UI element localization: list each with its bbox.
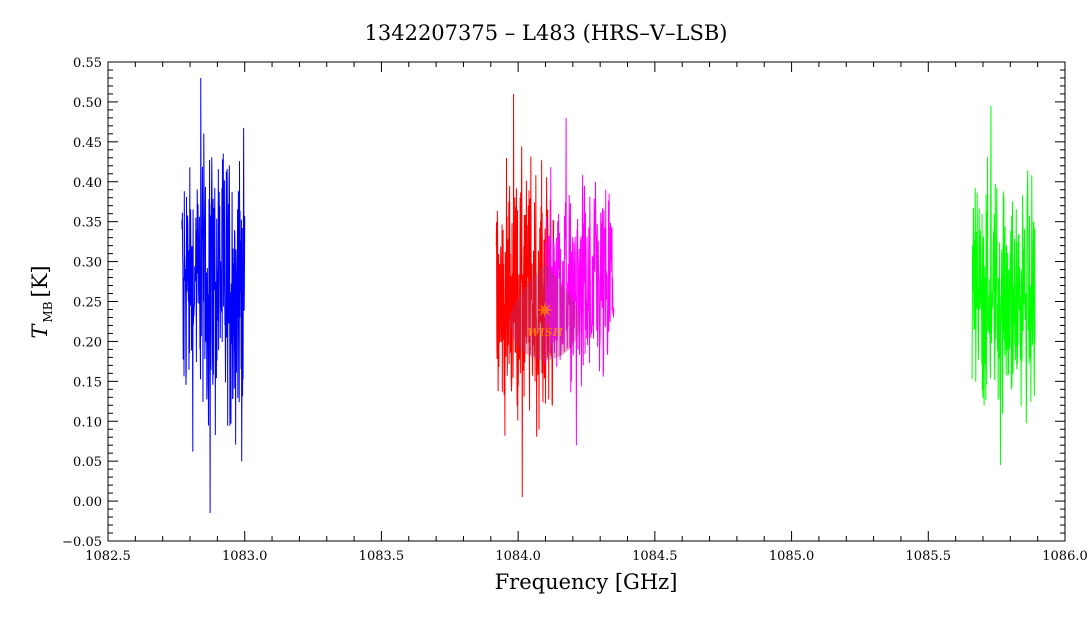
y-tick-label: 0.20 xyxy=(73,335,102,350)
y-axis-label-subscript: MB xyxy=(41,301,55,322)
y-tick-label: 0.10 xyxy=(73,415,102,430)
x-axis-label: Frequency [GHz] xyxy=(495,570,678,594)
watermark-star-icon: ✷ xyxy=(536,299,554,324)
wish-watermark: ✷ WISH xyxy=(510,262,580,360)
y-tick-label: 0.25 xyxy=(73,296,102,311)
x-tick-label: 1085.0 xyxy=(769,549,815,564)
x-tick-label: 1083.5 xyxy=(359,549,405,564)
y-tick-label: 0.45 xyxy=(73,136,102,151)
spectrum-series-3 xyxy=(544,117,615,446)
y-tick-label: 0.50 xyxy=(73,96,102,111)
y-tick-label: 0.55 xyxy=(73,56,102,71)
y-tick-label: 0.15 xyxy=(73,375,102,390)
y-tick-label: 0.05 xyxy=(73,455,102,470)
y-tick-label: 0.35 xyxy=(73,216,102,231)
x-tick-label: 1086.0 xyxy=(1042,549,1088,564)
x-tick-label: 1082.5 xyxy=(85,549,131,564)
x-tick-label: 1083.0 xyxy=(222,549,268,564)
x-tick-label: 1084.0 xyxy=(495,549,541,564)
chart-title: 1342207375 – L483 (HRS–V–LSB) xyxy=(365,21,728,45)
y-axis-label-symbol: T xyxy=(28,323,52,339)
ticks-layer: 1082.5 1083.0 1083.5 1084.0 1084.5 1085.0 1085… xyxy=(62,56,1088,564)
y-axis-label: TMB [K] xyxy=(28,265,55,338)
spectrum-series-4 xyxy=(971,105,1036,466)
y-tick-label: 0.40 xyxy=(73,176,102,191)
y-tick-label: 0.00 xyxy=(73,495,102,510)
y-tick-label: 0.30 xyxy=(73,256,102,271)
watermark-text: WISH xyxy=(527,326,563,339)
spectrum-series-2 xyxy=(495,93,555,498)
y-axis-label-unit: [K] xyxy=(28,265,52,297)
series-layer xyxy=(181,77,1036,514)
spectrum-series-1 xyxy=(181,77,246,514)
x-tick-label: 1084.5 xyxy=(632,549,678,564)
y-tick-label: −0.05 xyxy=(62,535,102,550)
x-tick-label: 1085.5 xyxy=(906,549,952,564)
watermark-drop-shape xyxy=(510,262,580,360)
